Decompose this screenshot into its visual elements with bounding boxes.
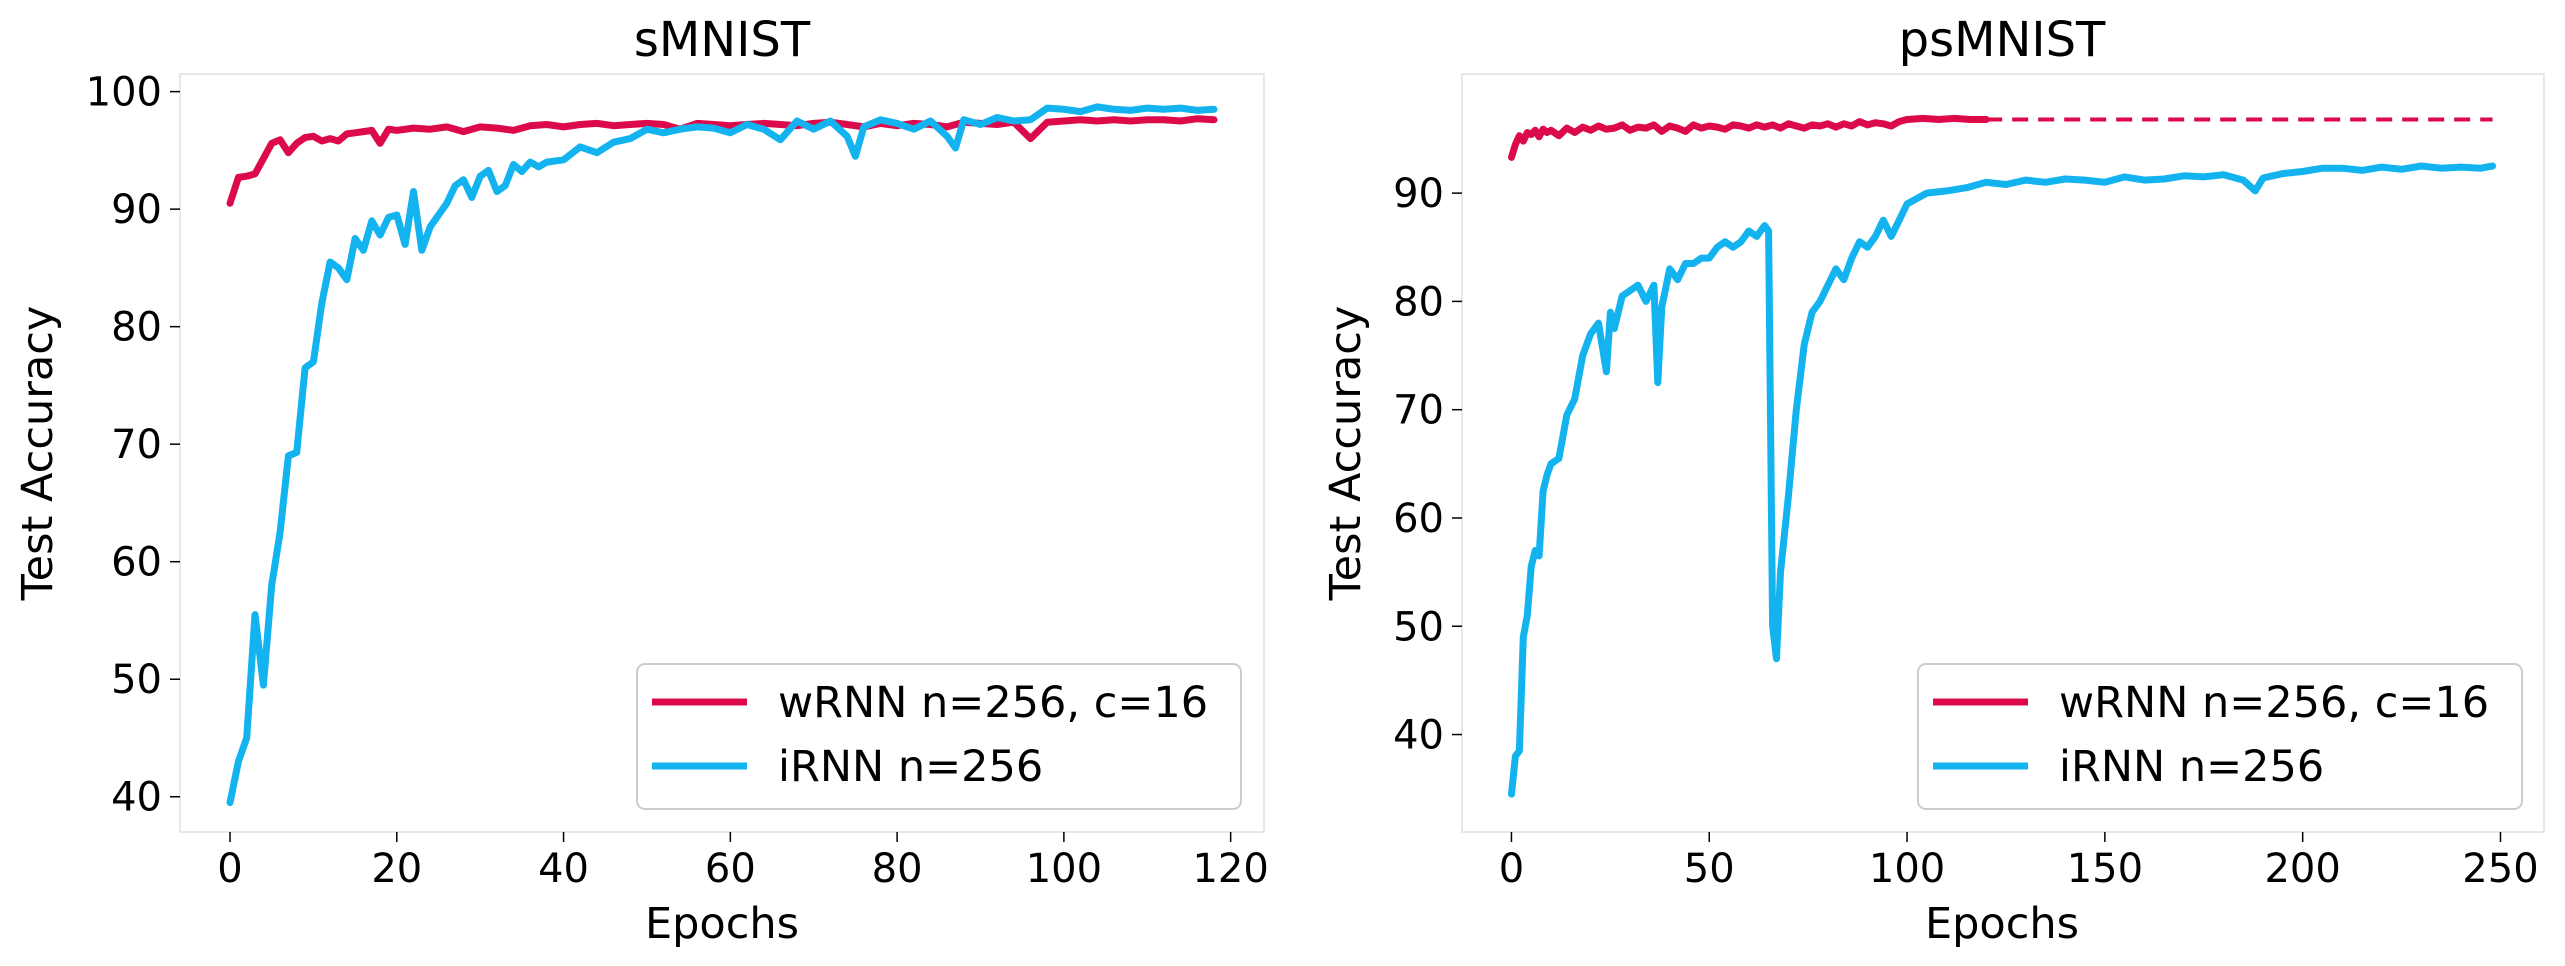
legend-label: wRNN n=256, c=16 [2059,678,2489,728]
plot-area [1508,114,2497,798]
x-tick-label: 150 [2067,846,2143,892]
y-axis-label: Test Accuracy [13,306,63,602]
panel-psmnist: psMNIST 0 50 100 150 200 250 40 50 60 70 80 90 Epoc… [1321,12,2545,949]
y-tick-label: 90 [1393,171,1444,217]
x-tick-label: 100 [1869,846,1945,892]
x-tick-label: 50 [1684,846,1735,892]
series-line [1508,162,2497,798]
panel-title: psMNIST [1899,12,2106,68]
plot-area [226,103,1218,807]
legend: wRNN n=256, c=16 iRNN n=256 [1917,663,2523,810]
y-tick-label: 70 [1393,388,1444,434]
x-tick-label: 120 [1192,846,1268,892]
y-tick-label: 80 [111,305,162,351]
tick-labels: 0 50 100 150 200 250 40 50 60 70 80 90 [1393,171,2539,892]
series-line [1508,114,1990,161]
legend-label: iRNN n=256 [2059,742,2324,792]
y-tick-label: 70 [111,422,162,468]
y-tick-label: 50 [111,657,162,703]
y-tick-label: 40 [111,775,162,821]
axes-frame [1461,73,2545,833]
x-tick-label: 60 [705,846,756,892]
x-tick-label: 40 [538,846,589,892]
x-axis-label: Epochs [645,899,799,949]
axes-frame [179,73,1265,833]
y-tick-label: 100 [86,70,162,116]
panel-smnist: sMNIST 0 20 40 60 80 100 120 40 50 60 70 80 90 100 Ep… [13,12,1269,949]
panel-title: sMNIST [634,12,811,68]
x-tick-label: 250 [2462,846,2538,892]
y-tick-label: 40 [1393,713,1444,759]
legend-box [636,663,1242,810]
legend-label: wRNN n=256, c=16 [778,678,1208,728]
legend-label: iRNN n=256 [778,742,1043,792]
x-tick-label: 0 [1499,846,1524,892]
tick-labels: 0 20 40 60 80 100 120 40 50 60 70 80 90 100 [86,70,1269,892]
x-tick-label: 20 [371,846,422,892]
x-tick-label: 0 [217,846,242,892]
series-line [226,115,1218,207]
legend: wRNN n=256, c=16 iRNN n=256 [636,663,1242,810]
y-axis-label: Test Accuracy [1321,306,1371,602]
series-line [226,103,1218,807]
y-tick-label: 50 [1393,604,1444,650]
x-tick-label: 80 [872,846,923,892]
x-tick-label: 200 [2264,846,2340,892]
y-tick-label: 60 [111,540,162,586]
y-tick-label: 90 [111,187,162,233]
y-tick-label: 60 [1393,496,1444,542]
y-tick-label: 80 [1393,279,1444,325]
legend-box [1917,663,2523,810]
x-tick-label: 100 [1026,846,1102,892]
x-axis-label: Epochs [1925,899,2079,949]
